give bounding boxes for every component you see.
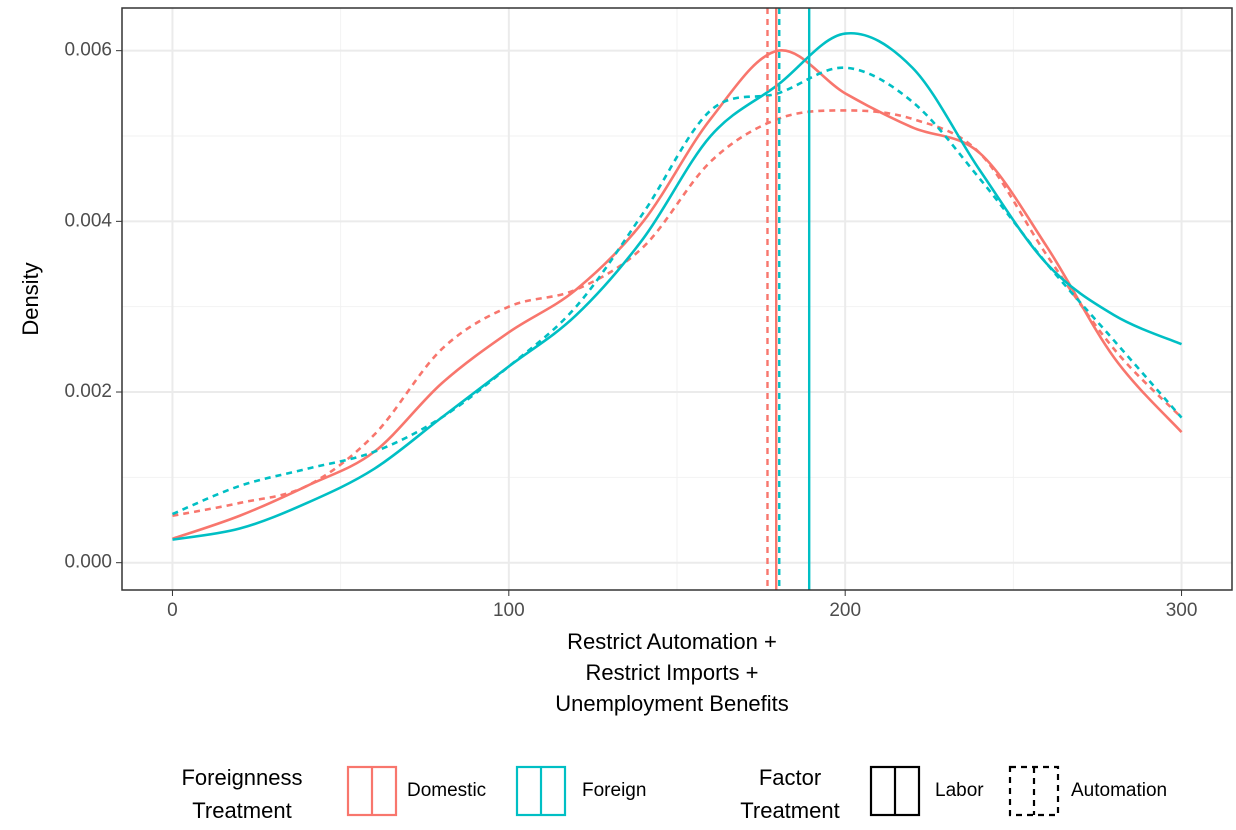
density-line [172, 49, 1183, 541]
x-axis-title: Restrict Imports + [586, 660, 759, 685]
x-tick-label: 0 [167, 600, 178, 621]
legend-label: Automation [1071, 780, 1167, 801]
x-tick-label: 300 [1166, 600, 1198, 621]
legend-title: Factor [759, 765, 821, 790]
panel-border [121, 7, 1233, 591]
y-tick-label: 0.004 [64, 210, 112, 231]
y-tick-label: 0.006 [64, 40, 112, 61]
legend-label: Foreign [582, 780, 646, 801]
x-tick-label: 100 [493, 600, 525, 621]
y-tick-label: 0.002 [64, 381, 112, 402]
legend-label: Domestic [407, 780, 486, 801]
x-axis-title: Restrict Automation + [567, 629, 777, 654]
y-axis-title: Density [18, 262, 43, 335]
x-axis-title: Unemployment Benefits [555, 691, 789, 716]
x-tick-label: 200 [829, 600, 861, 621]
y-tick-label: 0.000 [64, 552, 112, 573]
legend-title: Treatment [192, 798, 291, 823]
density-line [172, 109, 1183, 518]
density-line [171, 66, 1183, 516]
legend-label: Labor [935, 780, 984, 801]
legend-title: Treatment [740, 798, 839, 823]
legend-title: Foreignness [181, 765, 302, 790]
